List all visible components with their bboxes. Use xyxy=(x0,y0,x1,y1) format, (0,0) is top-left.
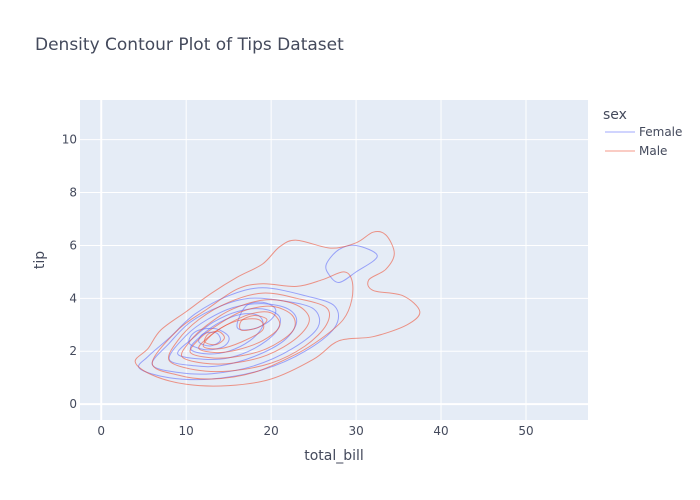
zero-lines xyxy=(80,100,588,420)
gridlines xyxy=(80,100,588,420)
contour-female xyxy=(168,303,298,368)
legend-item-female[interactable]: Female xyxy=(605,125,682,139)
contour-layer xyxy=(134,231,421,387)
legend-label: Male xyxy=(639,144,667,158)
chart-title: Density Contour Plot of Tips Dataset xyxy=(35,35,344,55)
contour-female xyxy=(151,297,321,375)
contour-male xyxy=(134,231,421,387)
legend-item-male[interactable]: Male xyxy=(605,144,667,158)
x-tick-label: 10 xyxy=(179,424,194,438)
x-tick-label: 0 xyxy=(97,424,105,438)
contour-male xyxy=(151,271,354,380)
y-tick-label: 2 xyxy=(69,344,77,358)
contour-female xyxy=(325,244,378,284)
series-male xyxy=(134,231,421,387)
y-axis-title: tip xyxy=(32,251,48,269)
legend: sex Female Male xyxy=(603,107,682,158)
contour-male xyxy=(204,330,225,346)
y-tick-label: 10 xyxy=(62,133,77,147)
y-axis-ticks: 0 2 4 6 8 10 xyxy=(62,133,77,411)
plot-area[interactable] xyxy=(80,100,588,420)
x-tick-label: 20 xyxy=(263,424,278,438)
contour-female xyxy=(177,308,281,361)
contour-male xyxy=(180,299,310,365)
contour-female xyxy=(189,313,264,355)
x-tick-label: 50 xyxy=(518,424,533,438)
y-tick-label: 8 xyxy=(69,186,77,200)
legend-title: sex xyxy=(603,107,627,123)
legend-label: Female xyxy=(639,125,682,139)
contour-male xyxy=(168,292,331,373)
x-axis-title: total_bill xyxy=(304,448,364,464)
contour-male xyxy=(239,314,268,331)
y-tick-label: 0 xyxy=(69,397,77,411)
x-tick-label: 30 xyxy=(348,424,363,438)
contour-female xyxy=(198,331,221,347)
x-axis-ticks: 0 10 20 30 40 50 xyxy=(97,424,533,438)
y-tick-label: 6 xyxy=(69,238,77,252)
contour-male xyxy=(189,305,296,359)
contour-female xyxy=(188,327,230,351)
contour-male xyxy=(202,318,265,350)
x-tick-label: 40 xyxy=(433,424,448,438)
y-tick-label: 4 xyxy=(69,291,77,305)
